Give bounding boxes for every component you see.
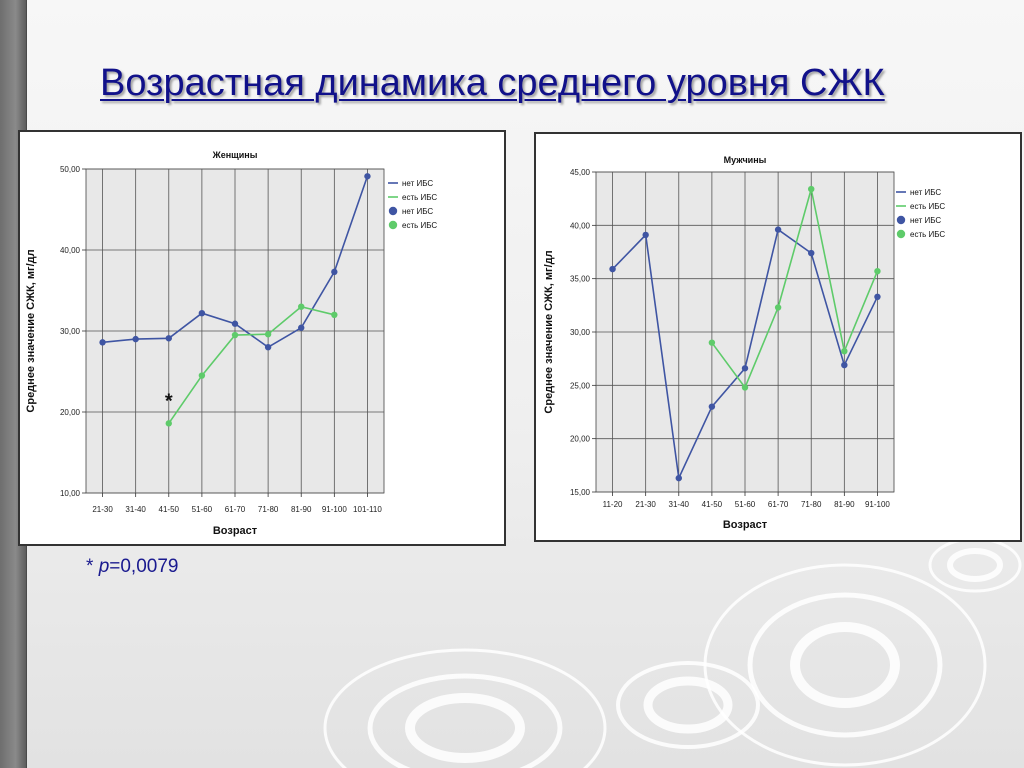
- data-point-ihd: [298, 303, 305, 310]
- footnote-p-value: =0,0079: [109, 556, 179, 577]
- legend-label: есть ИБС: [910, 230, 945, 239]
- y-tick-label: 45,00: [570, 168, 591, 177]
- series-line-ihd: [711, 188, 879, 390]
- data-point-ihd: [708, 339, 716, 346]
- data-point-no_ihd: [364, 173, 371, 180]
- legend-label: нет ИБС: [910, 216, 941, 225]
- y-tick-label: 35,00: [570, 275, 591, 284]
- data-point-ihd: [841, 348, 848, 355]
- x-tick-label: 101-110: [353, 505, 382, 514]
- data-point-no_ihd: [99, 339, 106, 346]
- women-chart-panel: 10,00 20,00 30,00 40,00 50,00 21-30 31-40 41-50…: [18, 130, 506, 546]
- men-chart: 15,00 20,00 25,00 30,00 35,00 40,00 45,00 11-20…: [543, 155, 945, 531]
- data-point-no_ihd: [642, 231, 649, 239]
- series-line-ihd: [168, 305, 335, 424]
- x-tick-label: 61-70: [768, 500, 789, 509]
- legend-marker-swatch: [896, 229, 906, 239]
- legend-label: есть ИБС: [402, 221, 437, 230]
- y-tick-label: 10,00: [60, 489, 81, 498]
- data-point-no_ihd: [231, 320, 239, 327]
- y-tick-label: 20,00: [570, 435, 591, 444]
- legend-marker-swatch: [388, 220, 398, 230]
- x-tick-label: 71-80: [801, 500, 822, 509]
- y-tick-label: 40,00: [570, 221, 591, 230]
- footnote-prefix: *: [86, 556, 99, 577]
- data-point-no_ihd: [298, 324, 305, 331]
- data-point-no_ihd: [874, 293, 881, 300]
- x-tick-label: 81-90: [291, 505, 312, 514]
- data-point-no_ihd: [808, 249, 815, 257]
- data-point-ihd: [874, 268, 881, 275]
- data-point-no_ihd: [675, 474, 682, 482]
- data-point-no_ihd: [165, 335, 172, 342]
- data-point-no_ihd: [774, 226, 782, 233]
- data-point-no_ihd: [741, 365, 749, 372]
- legend-label: нет ИБС: [402, 179, 433, 188]
- x-tick-label: 31-40: [669, 500, 690, 509]
- data-point-no_ihd: [198, 309, 206, 317]
- data-point-no_ihd: [331, 268, 338, 276]
- x-tick-label: 11-20: [603, 500, 623, 509]
- x-tick-label: 21-30: [92, 505, 113, 514]
- data-point-ihd: [198, 372, 206, 379]
- data-point-ihd: [741, 384, 749, 391]
- y-tick-label: 25,00: [570, 381, 591, 390]
- data-point-ihd: [264, 331, 272, 338]
- legend-label: есть ИБС: [910, 202, 945, 211]
- x-tick-label: 31-40: [125, 505, 146, 514]
- x-tick-label: 81-90: [834, 500, 855, 509]
- data-point-no_ihd: [264, 344, 272, 351]
- data-point-no_ihd: [609, 265, 616, 273]
- legend-label: нет ИБС: [910, 188, 941, 197]
- y-tick-label: 30,00: [60, 327, 81, 336]
- x-tick-label: 41-50: [702, 500, 723, 509]
- data-point-no_ihd: [132, 335, 139, 343]
- x-tick-label: 41-50: [159, 505, 180, 514]
- y-tick-label: 50,00: [60, 165, 81, 174]
- chart-title: Мужчины: [724, 155, 767, 165]
- data-point-ihd: [165, 420, 172, 427]
- footnote-p-symbol: p: [98, 556, 110, 577]
- x-axis-label: Возраст: [723, 519, 768, 531]
- y-tick-label: 20,00: [60, 408, 81, 417]
- x-tick-label: 91-100: [322, 505, 347, 514]
- x-tick-label: 91-100: [865, 500, 890, 509]
- x-tick-label: 61-70: [225, 505, 246, 514]
- y-tick-label: 40,00: [60, 246, 81, 255]
- chart-title: Женщины: [212, 150, 258, 160]
- significance-footnote: * p=0,0079: [86, 556, 178, 578]
- data-point-ihd: [331, 311, 338, 318]
- x-tick-label: 21-30: [635, 500, 656, 509]
- x-tick-label: 71-80: [258, 505, 279, 514]
- data-point-ihd: [774, 304, 782, 311]
- women-chart: 10,00 20,00 30,00 40,00 50,00 21-30 31-40 41-50…: [25, 150, 437, 537]
- x-tick-label: 51-60: [735, 500, 756, 509]
- y-tick-label: 30,00: [570, 328, 591, 337]
- legend-marker-swatch: [388, 206, 398, 216]
- data-point-no_ihd: [708, 403, 716, 410]
- x-axis-label: Возраст: [213, 525, 258, 537]
- legend-label: есть ИБС: [402, 193, 437, 202]
- data-point-no_ihd: [841, 361, 848, 369]
- slide-title: Возрастная динамика среднего уровня СЖК: [100, 62, 885, 104]
- data-point-ihd: [231, 331, 239, 339]
- x-tick-label: 51-60: [192, 505, 213, 514]
- y-tick-label: 15,00: [570, 488, 591, 497]
- significance-star: *: [165, 390, 173, 412]
- y-axis-label: Среднее значение СЖК, мг/дл: [543, 250, 555, 413]
- y-axis-label: Среднее значение СЖК, мг/дл: [25, 249, 37, 412]
- data-point-ihd: [808, 185, 815, 193]
- legend-label: нет ИБС: [402, 207, 433, 216]
- legend-marker-swatch: [896, 215, 906, 225]
- men-chart-panel: 15,00 20,00 25,00 30,00 35,00 40,00 45,00 11-20…: [534, 132, 1022, 542]
